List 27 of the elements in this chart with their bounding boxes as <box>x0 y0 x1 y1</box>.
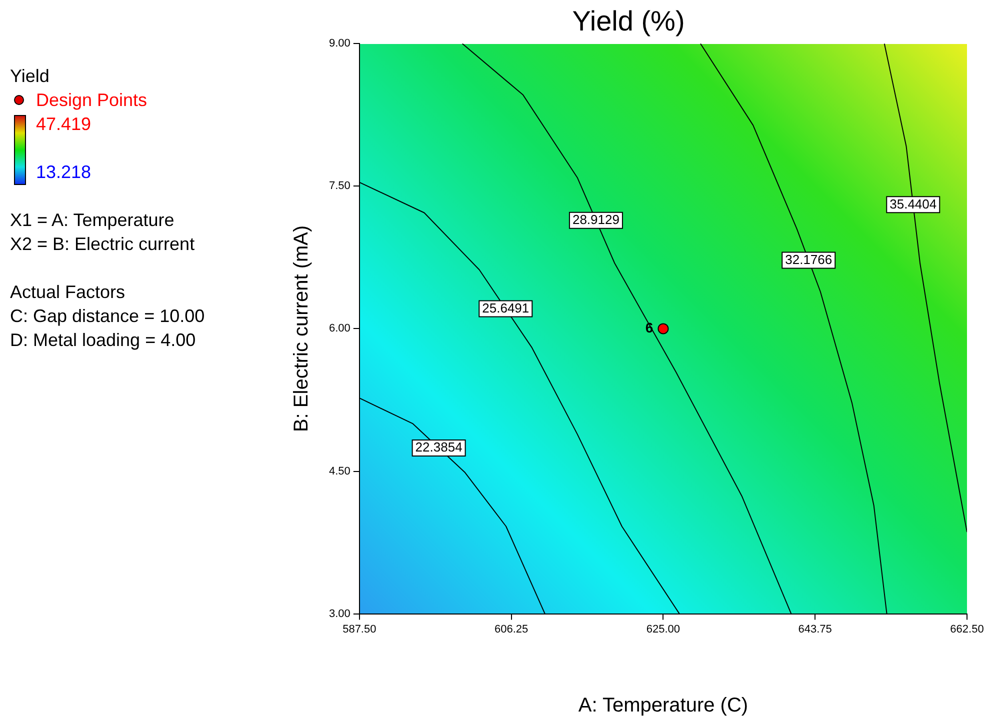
y-tick-label: 3.00 <box>328 608 350 620</box>
text: C: Gap distance = 10.00 <box>10 305 205 328</box>
text: Yield <box>10 65 50 88</box>
y-tick-label: 6.00 <box>328 322 350 335</box>
series-label: 22.3854 <box>415 440 462 455</box>
text: Design Points <box>35 89 148 112</box>
x-tick-label: 643.75 <box>798 623 832 636</box>
y-tick-label: 4.50 <box>328 465 350 478</box>
chart-title: Yield (%) <box>572 6 685 37</box>
text: X1 = A: Temperature <box>10 209 176 232</box>
series-label: 32.1766 <box>785 252 832 267</box>
y-axis-title: B: Electric current (mA) <box>290 225 313 432</box>
text: Actual Factors <box>10 281 126 304</box>
x-tick-label: 662.50 <box>950 623 984 636</box>
text: D: Metal loading = 4.00 <box>10 329 197 352</box>
series-label: 35.4404 <box>890 196 937 212</box>
series-label: 25.6491 <box>482 300 530 316</box>
x-axis-title: A: Temperature (C) <box>578 694 748 717</box>
y-tick-label: 7.50 <box>328 180 350 192</box>
x-tick-label: 606.25 <box>494 623 528 636</box>
text: 47.419 <box>35 113 92 136</box>
x-tick-label: 587.50 <box>342 623 376 636</box>
y-tick-label: 9.00 <box>328 38 350 50</box>
series-label: 28.9129 <box>572 212 620 227</box>
x-tick-label: 625.00 <box>646 623 680 636</box>
text: X2 = B: Electric current <box>10 233 196 256</box>
text: 13.218 <box>35 161 92 184</box>
